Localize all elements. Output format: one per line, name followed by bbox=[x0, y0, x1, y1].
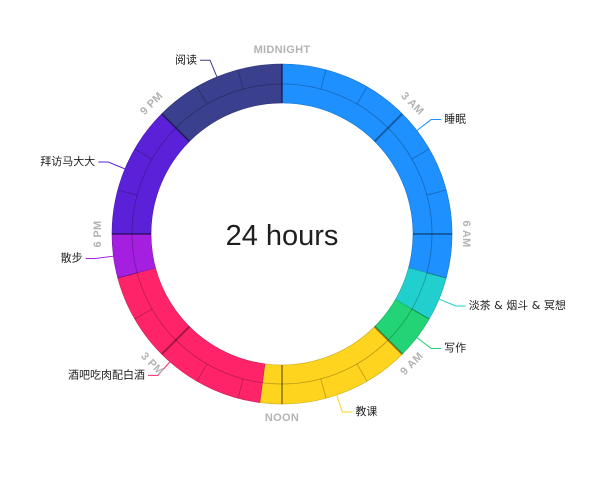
hour-divider-14 bbox=[196, 363, 208, 382]
hour-divider-8 bbox=[411, 308, 430, 320]
segment-label-5: 散步 bbox=[61, 251, 83, 265]
hour-divider-3 bbox=[373, 113, 403, 143]
leader-line-5 bbox=[85, 253, 132, 260]
leader-line-0 bbox=[402, 119, 442, 142]
hour-divider-13 bbox=[237, 378, 244, 399]
segment-label-6: 拜访马大大 bbox=[40, 154, 95, 168]
hour-divider-16 bbox=[134, 308, 153, 320]
segment-label-7: 阅读 bbox=[175, 52, 197, 66]
leader-line-2 bbox=[402, 326, 442, 349]
hour-divider-21 bbox=[161, 113, 191, 143]
leader-line-3 bbox=[330, 377, 353, 413]
segment-4[interactable] bbox=[117, 267, 266, 403]
hour-divider-11 bbox=[320, 378, 327, 399]
segment-label-3: 教课 bbox=[355, 405, 377, 418]
segment-6[interactable] bbox=[111, 113, 190, 235]
segment-label-1: 淡茶 & 烟斗 & 冥想 bbox=[469, 298, 566, 312]
leader-line-1 bbox=[422, 291, 466, 307]
hour-divider-17 bbox=[117, 272, 138, 279]
tick-label-4: NOON bbox=[265, 412, 299, 424]
hour-divider-9 bbox=[373, 325, 403, 355]
hour-divider-10 bbox=[356, 363, 368, 382]
hour-grid-layer bbox=[112, 64, 452, 404]
leader-line-4 bbox=[148, 347, 183, 376]
segment-label-2: 写作 bbox=[444, 341, 466, 354]
tick-label-1: 3 AM bbox=[398, 90, 426, 118]
tick-label-2: 6 AM bbox=[460, 220, 472, 247]
tick-label-6: 6 PM bbox=[92, 221, 104, 248]
tick-label-7: 9 PM bbox=[138, 90, 165, 117]
hour-divider-5 bbox=[426, 189, 447, 196]
leader-line-6 bbox=[98, 161, 142, 177]
hour-divider-7 bbox=[426, 272, 447, 279]
hour-divider-1 bbox=[320, 69, 327, 90]
hour-divider-22 bbox=[196, 86, 208, 105]
leader-line-7 bbox=[200, 59, 225, 94]
hour-divider-20 bbox=[134, 148, 153, 160]
hour-divider-2 bbox=[356, 86, 368, 105]
tick-label-0: MIDNIGHT bbox=[254, 44, 311, 56]
mid-ring bbox=[131, 83, 433, 385]
segment-label-0: 睡眠 bbox=[444, 113, 466, 126]
segment-7[interactable] bbox=[161, 63, 283, 142]
hour-divider-4 bbox=[411, 148, 430, 160]
hour-divider-23 bbox=[237, 69, 244, 90]
hour-divider-19 bbox=[117, 189, 138, 196]
segment-label-4: 酒吧吃肉配白酒 bbox=[68, 367, 145, 381]
center-label: 24 hours bbox=[226, 220, 339, 252]
hour-divider-15 bbox=[161, 325, 191, 355]
leader-lines-layer bbox=[85, 59, 466, 413]
segments-layer bbox=[111, 63, 453, 405]
